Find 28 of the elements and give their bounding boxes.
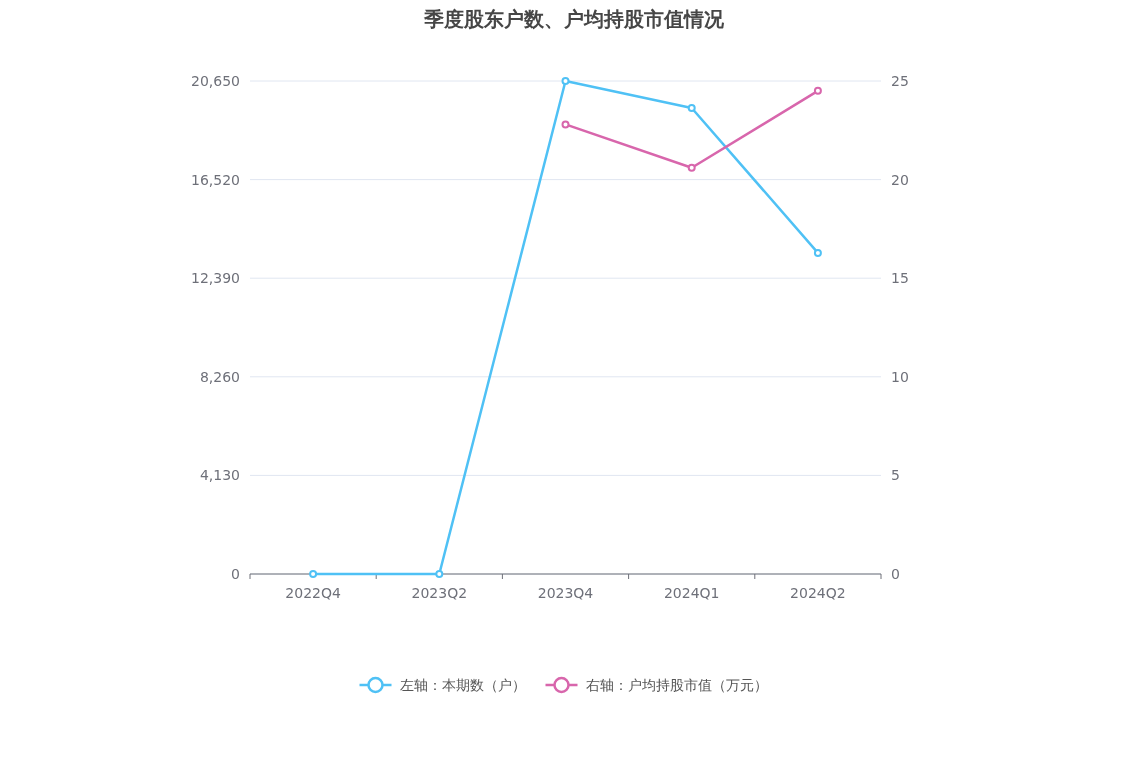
legend-label: 左轴：本期数（户） [399,677,526,693]
y-tick-label: 12,390 [191,270,240,287]
y2-tick-label: 5 [891,467,900,484]
point [435,570,444,578]
y2-tick-label: 20 [891,171,909,188]
x-tick-label: 2023Q4 [537,585,594,601]
y-tick-label: 0 [231,566,240,582]
y-tick-label: 8,260 [199,368,240,385]
point [813,86,822,95]
point [687,103,696,112]
point [561,120,570,129]
point [687,163,696,172]
chart-title: 季度股东户数、户均持股市值情况 [422,7,725,31]
y2-tick-label: 0 [891,566,900,582]
y2-tick-label: 10 [891,368,909,385]
y2-tick-label: 15 [891,270,909,287]
point [309,570,318,578]
x-tick-label: 2024Q2 [790,585,846,601]
y2-tick-label: 25 [891,73,909,89]
x-tick-label: 2024Q1 [663,585,720,601]
point [813,248,822,257]
x-tick-label: 2022Q4 [285,585,341,601]
legend-label: 右轴：户均持股市值（万元） [585,677,768,693]
y-tick-label: 20,650 [191,73,240,89]
y-tick-label: 4,130 [199,467,240,484]
x-tick-label: 2023Q2 [411,585,468,601]
point [561,77,570,85]
y-tick-label: 16,520 [191,171,240,188]
